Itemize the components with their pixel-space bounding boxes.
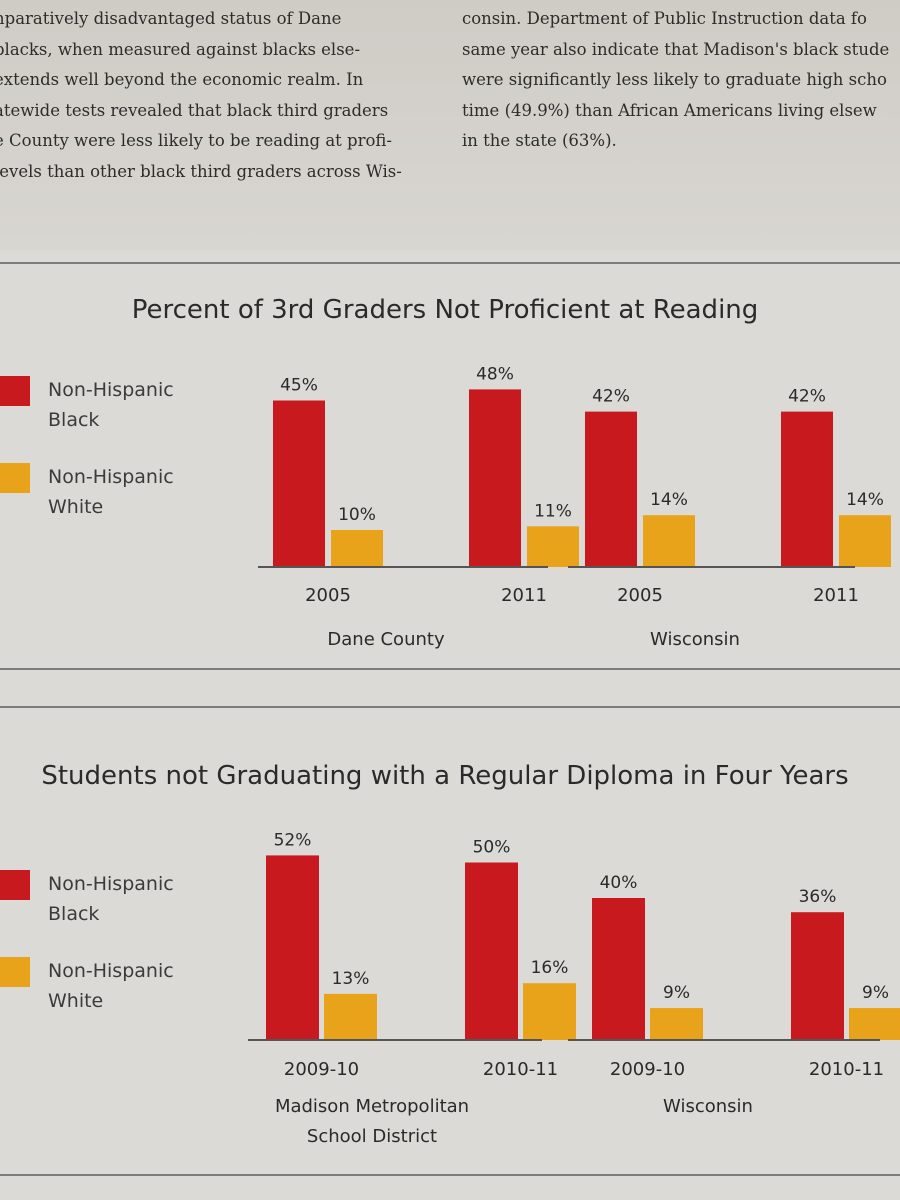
- article-line: consin. Department of Public Instruction…: [462, 9, 867, 28]
- data-label: 40%: [600, 873, 638, 893]
- divider-rule: [0, 1174, 900, 1176]
- group-label: School District: [307, 1126, 437, 1147]
- legend-label: Non-Hispanic: [48, 873, 174, 895]
- article-line: same year also indicate that Madison's b…: [462, 39, 890, 59]
- tick-label: 2011: [501, 585, 547, 606]
- article-line: were significantly less likely to gradua…: [462, 70, 887, 89]
- data-label: 11%: [534, 501, 572, 521]
- chart-title: Students not Graduating with a Regular D…: [41, 761, 848, 791]
- bar: [781, 411, 833, 567]
- article-line: in the state (63%).: [462, 131, 617, 150]
- data-label: 50%: [473, 838, 511, 858]
- bar: [324, 993, 377, 1040]
- article-line: extends well beyond the economic realm. …: [0, 70, 364, 89]
- data-label: 42%: [592, 387, 630, 407]
- graduation-chart: Students not Graduating with a Regular D…: [0, 761, 900, 1147]
- tick-label: 2005: [305, 585, 351, 606]
- bar: [592, 898, 645, 1040]
- legend-label: Non-Hispanic: [48, 466, 174, 488]
- reading-proficiency-chart: Percent of 3rd Graders Not Proficient at…: [0, 295, 891, 650]
- article-line: levels than other black third graders ac…: [0, 161, 402, 181]
- data-label: 16%: [531, 958, 569, 978]
- bar: [469, 389, 521, 567]
- bar: [650, 1008, 703, 1040]
- bar: [849, 1008, 900, 1040]
- data-label: 9%: [862, 983, 889, 1003]
- group-label: Madison Metropolitan: [275, 1096, 469, 1117]
- chart-title: Percent of 3rd Graders Not Proficient at…: [132, 295, 759, 325]
- article-line: blacks, when measured against blacks els…: [0, 39, 361, 59]
- bar: [585, 411, 637, 567]
- article-line: nparatively disadvantaged status of Dane: [0, 9, 342, 28]
- article-line: e County were less likely to be reading …: [0, 131, 393, 150]
- data-label: 48%: [476, 364, 514, 384]
- bar: [791, 912, 844, 1040]
- tick-label: 2005: [617, 585, 663, 606]
- bar: [266, 855, 319, 1040]
- group-label: Wisconsin: [663, 1096, 753, 1117]
- data-label: 52%: [274, 830, 312, 850]
- data-label: 36%: [799, 887, 837, 907]
- data-label: 13%: [332, 969, 370, 989]
- divider-rule: [0, 706, 900, 708]
- article-line: atewide tests revealed that black third …: [0, 100, 389, 120]
- data-label: 9%: [663, 983, 690, 1003]
- tick-label: 2009-10: [610, 1059, 685, 1080]
- legend-label: Non-Hispanic: [48, 960, 174, 982]
- data-label: 42%: [788, 387, 826, 407]
- bar: [273, 400, 325, 567]
- bar: [527, 526, 579, 567]
- legend-label: Black: [48, 903, 99, 925]
- bar: [523, 983, 576, 1040]
- article-line: time (49.9%) than African Americans livi…: [462, 100, 877, 120]
- legend-label: White: [48, 990, 103, 1012]
- tick-label: 2010-11: [483, 1059, 558, 1080]
- legend-label: White: [48, 496, 103, 518]
- legend-swatch: [0, 870, 30, 900]
- bar: [839, 515, 891, 567]
- tick-label: 2010-11: [809, 1059, 884, 1080]
- tick-label: 2011: [813, 585, 859, 606]
- article-column-right: consin. Department of Public Instruction…: [462, 4, 900, 157]
- data-label: 10%: [338, 505, 376, 525]
- bar: [643, 515, 695, 567]
- bar: [331, 530, 383, 567]
- legend-label: Black: [48, 409, 99, 431]
- divider-rule: [0, 262, 900, 264]
- article-text: nparatively disadvantaged status of Dane…: [0, 0, 900, 250]
- data-label: 14%: [650, 490, 688, 510]
- legend-swatch: [0, 376, 30, 406]
- tick-label: 2009-10: [284, 1059, 359, 1080]
- legend-swatch: [0, 463, 30, 493]
- article-column-left: nparatively disadvantaged status of Dane…: [0, 4, 444, 187]
- data-label: 14%: [846, 490, 884, 510]
- data-label: 45%: [280, 376, 318, 396]
- legend-label: Non-Hispanic: [48, 379, 174, 401]
- group-label: Dane County: [327, 629, 445, 650]
- legend-swatch: [0, 957, 30, 987]
- bar: [465, 862, 518, 1040]
- divider-rule: [0, 668, 900, 670]
- group-label: Wisconsin: [650, 629, 740, 650]
